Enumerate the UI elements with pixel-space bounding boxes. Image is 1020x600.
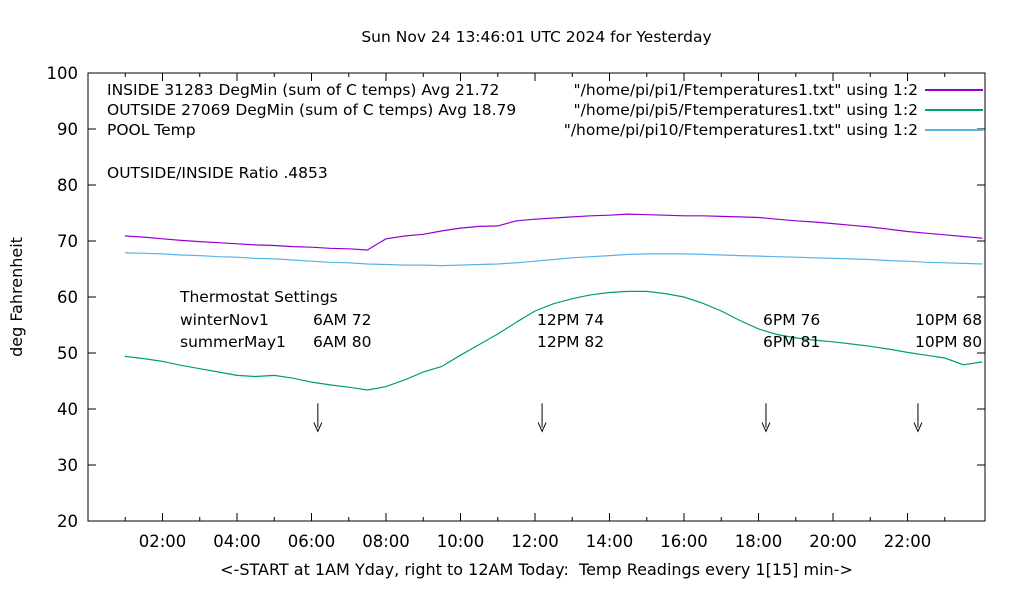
legend-label-inside: INSIDE 31283 DegMin (sum of C temps) Avg… bbox=[107, 81, 500, 99]
event-arrow-head bbox=[313, 422, 323, 433]
y-tick-label: 80 bbox=[57, 176, 78, 195]
series-line-outside bbox=[124, 290, 983, 391]
thermostat-header: Thermostat Settings bbox=[180, 288, 338, 306]
legend-file-outside: "/home/pi/pi5/Ftemperatures1.txt" using … bbox=[573, 101, 918, 119]
y-tick-label: 30 bbox=[57, 456, 78, 475]
thermostat-summer-10pm: 10PM 80 bbox=[915, 333, 983, 351]
x-tick-label: 02:00 bbox=[139, 532, 187, 551]
legend-line-sample-pool bbox=[925, 129, 983, 131]
legend-file-inside: "/home/pi/pi1/Ftemperatures1.txt" using … bbox=[573, 81, 918, 99]
thermostat-winter-6pm: 6PM 76 bbox=[763, 311, 821, 329]
thermostat-summer-12pm: 12PM 82 bbox=[537, 333, 605, 351]
x-tick-label: 10:00 bbox=[437, 532, 485, 551]
series-line-inside bbox=[124, 213, 983, 251]
x-tick-label: 12:00 bbox=[511, 532, 559, 551]
x-axis-label: <-START at 1AM Yday, right to 12AM Today… bbox=[220, 560, 853, 579]
x-tick-label: 18:00 bbox=[735, 532, 783, 551]
y-tick-label: 100 bbox=[47, 64, 79, 83]
legend-label-pool: POOL Temp bbox=[107, 121, 196, 139]
event-arrow-head bbox=[537, 422, 547, 433]
thermostat-winter-10pm: 10PM 68 bbox=[915, 311, 983, 329]
y-tick-label: 40 bbox=[57, 400, 78, 419]
x-tick-label: 06:00 bbox=[288, 532, 336, 551]
thermostat-summer-6pm: 6PM 81 bbox=[763, 333, 821, 351]
thermostat-winter-6am: 6AM 72 bbox=[313, 311, 372, 329]
event-arrow-head bbox=[913, 422, 923, 433]
thermostat-winter-name: winterNov1 bbox=[180, 311, 269, 329]
y-tick-label: 50 bbox=[57, 344, 78, 363]
thermostat-summer-6am: 6AM 80 bbox=[313, 333, 372, 351]
thermostat-winter-12pm: 12PM 74 bbox=[537, 311, 605, 329]
x-tick-label: 08:00 bbox=[362, 532, 410, 551]
chart-title: Sun Nov 24 13:46:01 UTC 2024 for Yesterd… bbox=[361, 28, 712, 46]
y-tick-label: 60 bbox=[57, 288, 78, 307]
event-arrow-head bbox=[761, 422, 771, 433]
legend-line-sample-inside bbox=[925, 89, 983, 91]
series-line-pool bbox=[124, 252, 983, 267]
ratio-label: OUTSIDE/INSIDE Ratio .4853 bbox=[107, 164, 328, 182]
legend-line-sample-outside bbox=[925, 109, 983, 111]
legend-label-outside: OUTSIDE 27069 DegMin (sum of C temps) Av… bbox=[107, 101, 517, 119]
x-tick-label: 20:00 bbox=[809, 532, 857, 551]
y-tick-label: 90 bbox=[57, 120, 78, 139]
x-tick-label: 04:00 bbox=[213, 532, 261, 551]
x-tick-label: 16:00 bbox=[660, 532, 708, 551]
y-tick-label: 70 bbox=[57, 232, 78, 251]
y-axis-label: deg Fahrenheit bbox=[7, 237, 26, 357]
y-tick-label: 20 bbox=[57, 512, 78, 531]
thermostat-summer-name: summerMay1 bbox=[180, 333, 286, 351]
x-tick-label: 14:00 bbox=[586, 532, 634, 551]
legend-file-pool: "/home/pi/pi10/Ftemperatures1.txt" using… bbox=[563, 121, 918, 139]
x-tick-label: 22:00 bbox=[884, 532, 932, 551]
